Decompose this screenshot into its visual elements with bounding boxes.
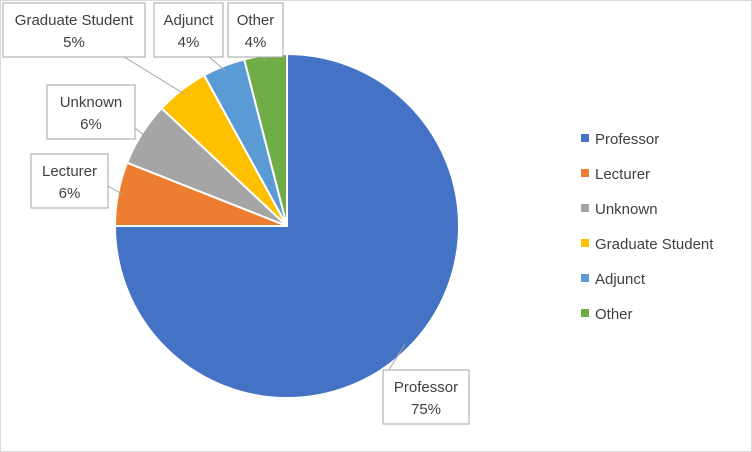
leader-line-adjunct bbox=[208, 56, 226, 72]
data-label-value: 75% bbox=[411, 401, 441, 418]
data-label-category: Unknown bbox=[60, 94, 123, 111]
legend-item-unknown: Unknown bbox=[581, 201, 658, 218]
legend: Professor Lecturer Unknown Graduate Student… bbox=[581, 131, 714, 323]
pie-slices bbox=[113, 52, 460, 399]
legend-swatch bbox=[581, 239, 589, 247]
leader-line-lecturer bbox=[107, 185, 124, 196]
data-label-unknown: Unknown 6% bbox=[46, 84, 136, 140]
legend-item-graduate-student: Graduate Student bbox=[581, 236, 714, 253]
data-labels: Professor 75% Lecturer 6% Unknown 6% Graduate … bbox=[2, 2, 470, 425]
data-label-category: Graduate Student bbox=[15, 12, 134, 29]
legend-label: Professor bbox=[595, 131, 659, 148]
data-label-value: 4% bbox=[178, 34, 200, 51]
data-label-lecturer: Lecturer 6% bbox=[30, 153, 109, 209]
data-label-category: Other bbox=[237, 12, 275, 29]
leader-line-professor bbox=[386, 343, 406, 374]
legend-label: Lecturer bbox=[595, 166, 650, 183]
legend-swatch bbox=[581, 309, 589, 317]
data-label-box bbox=[46, 84, 136, 140]
leader-line-other bbox=[262, 56, 267, 61]
leader-line-graduate-student bbox=[120, 54, 186, 95]
data-label-box bbox=[2, 2, 146, 58]
data-label-graduate-student: Graduate Student 5% bbox=[2, 2, 146, 58]
data-label-value: 5% bbox=[63, 34, 85, 51]
leader-lines bbox=[107, 54, 406, 374]
data-label-other: Other 4% bbox=[227, 2, 284, 58]
data-label-box bbox=[227, 2, 284, 58]
legend-item-adjunct: Adjunct bbox=[581, 271, 646, 288]
data-label-professor: Professor 75% bbox=[382, 369, 470, 425]
legend-swatch bbox=[581, 169, 589, 177]
legend-label: Graduate Student bbox=[595, 236, 714, 253]
data-label-value: 6% bbox=[59, 185, 81, 202]
legend-swatch bbox=[581, 204, 589, 212]
data-label-category: Professor bbox=[394, 379, 458, 396]
data-label-category: Adjunct bbox=[163, 12, 214, 29]
legend-swatch bbox=[581, 134, 589, 142]
data-label-value: 6% bbox=[80, 116, 102, 133]
legend-label: Adjunct bbox=[595, 271, 646, 288]
data-label-category: Lecturer bbox=[42, 163, 97, 180]
leader-line-unknown bbox=[134, 127, 147, 137]
legend-item-lecturer: Lecturer bbox=[581, 166, 650, 183]
data-label-adjunct: Adjunct 4% bbox=[153, 2, 224, 58]
data-label-box bbox=[382, 369, 470, 425]
legend-item-other: Other bbox=[581, 306, 633, 323]
data-label-box bbox=[153, 2, 224, 58]
legend-label: Unknown bbox=[595, 201, 658, 218]
data-label-box bbox=[30, 153, 109, 209]
legend-swatch bbox=[581, 274, 589, 282]
legend-label: Other bbox=[595, 306, 633, 323]
data-label-value: 4% bbox=[245, 34, 267, 51]
legend-item-professor: Professor bbox=[581, 131, 659, 148]
